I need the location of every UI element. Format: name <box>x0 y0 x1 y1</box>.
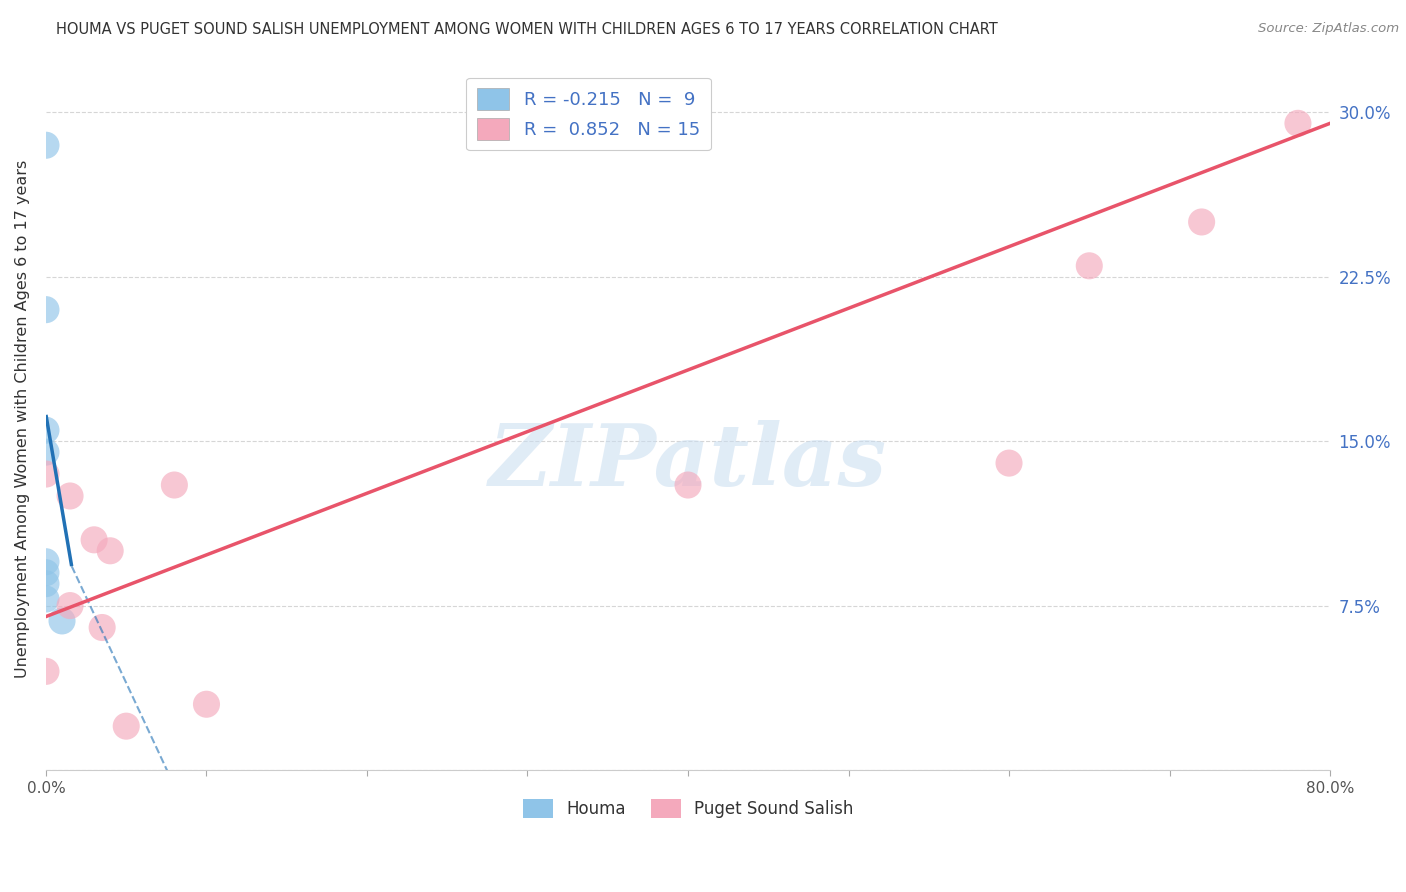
Point <box>98 543 121 558</box>
Point <box>676 478 699 492</box>
Point <box>83 533 105 547</box>
Legend: Houma, Puget Sound Salish: Houma, Puget Sound Salish <box>516 792 860 825</box>
Point <box>35 423 58 437</box>
Point <box>195 698 218 712</box>
Point <box>35 302 58 317</box>
Point <box>163 478 186 492</box>
Text: HOUMA VS PUGET SOUND SALISH UNEMPLOYMENT AMONG WOMEN WITH CHILDREN AGES 6 TO 17 : HOUMA VS PUGET SOUND SALISH UNEMPLOYMENT… <box>56 22 998 37</box>
Point <box>115 719 138 733</box>
Point <box>35 576 58 591</box>
Point <box>35 467 58 481</box>
Point <box>51 614 73 628</box>
Point <box>59 489 82 503</box>
Y-axis label: Unemployment Among Women with Children Ages 6 to 17 years: Unemployment Among Women with Children A… <box>15 161 30 679</box>
Point <box>35 138 58 153</box>
Point <box>35 555 58 569</box>
Point <box>1286 116 1309 130</box>
Point <box>59 599 82 613</box>
Point <box>35 665 58 679</box>
Point <box>35 592 58 607</box>
Point <box>35 445 58 459</box>
Point <box>91 620 114 634</box>
Point <box>1191 215 1213 229</box>
Point <box>35 566 58 580</box>
Point <box>1078 259 1101 273</box>
Text: Source: ZipAtlas.com: Source: ZipAtlas.com <box>1258 22 1399 36</box>
Point <box>998 456 1021 470</box>
Text: ZIPatlas: ZIPatlas <box>489 419 887 503</box>
